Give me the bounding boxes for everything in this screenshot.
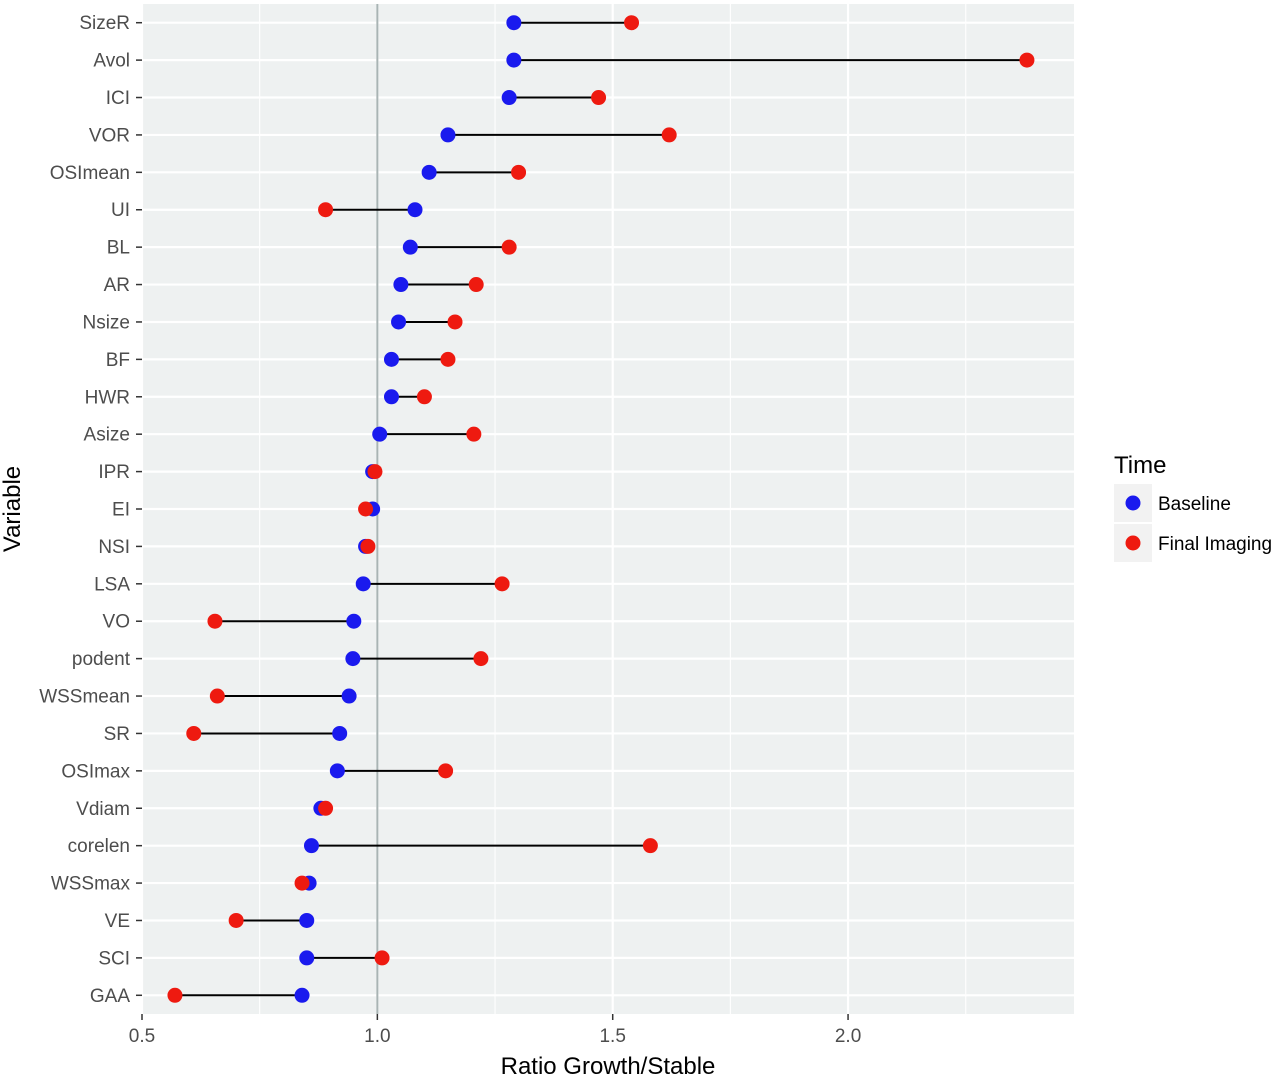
point-baseline-SCI [299,950,315,966]
legend-key-dot [1125,535,1141,551]
y-tick-label: SR [104,724,130,745]
point-final-SizeR [624,15,640,31]
x-axis-title: Ratio Growth/Stable [501,1053,716,1076]
point-final-HWR [416,389,432,405]
point-final-GAA [167,987,183,1003]
point-final-OSImean [511,164,527,180]
y-tick-label: podent [72,649,131,670]
y-tick-label: VE [105,911,130,932]
y-tick-label: Avol [93,51,130,72]
point-baseline-VOR [440,127,456,143]
x-tick-label: 0.5 [129,1026,155,1047]
point-final-VE [228,912,244,928]
y-tick-label: GAA [90,986,130,1007]
point-final-BF [440,351,456,367]
point-final-corelen [642,838,658,854]
point-final-UI [318,202,334,218]
point-baseline-Nsize [391,314,407,330]
point-final-Nsize [447,314,463,330]
y-tick-label: VO [103,612,130,633]
y-tick-label: WSSmax [51,874,131,895]
point-final-OSImax [438,763,454,779]
y-axis-title: Variable [0,466,26,552]
point-final-Avol [1019,52,1035,68]
point-final-WSSmean [209,688,225,704]
y-tick-label: VOR [89,125,130,146]
y-tick-label: corelen [68,836,130,857]
point-baseline-BL [402,239,418,255]
y-tick-label: OSImean [50,163,130,184]
point-final-SR [186,725,202,741]
x-axis: 0.5 1.0 1.5 2.0 [129,1014,861,1047]
point-baseline-Avol [506,52,522,68]
y-tick-label: EI [112,500,130,521]
point-baseline-SR [332,725,348,741]
y-axis: SizeR Avol ICI VOR OSImean UI BL AR Nsize BF HWR As… [39,13,142,1007]
x-tick-label: 1.0 [364,1026,390,1047]
point-final-podent [473,651,489,667]
x-tick-label: 1.5 [599,1026,625,1047]
point-baseline-OSImax [329,763,345,779]
y-tick-label: SizeR [79,13,130,34]
y-tick-label: BF [106,350,130,371]
y-tick-label: Nsize [82,312,130,333]
point-baseline-corelen [303,838,319,854]
point-baseline-BF [383,351,399,367]
y-tick-label: OSImax [61,761,130,782]
legend-label: Baseline [1158,494,1231,515]
y-tick-label: HWR [85,387,130,408]
point-baseline-LSA [355,576,371,592]
legend: Time Baseline Final Imaging [1114,452,1272,562]
point-final-Asize [466,426,482,442]
point-baseline-ICI [501,90,517,106]
point-final-VO [207,613,223,629]
y-tick-label: Asize [84,425,130,446]
point-final-EI [358,501,374,517]
point-baseline-UI [407,202,423,218]
point-final-AR [468,277,484,293]
point-baseline-Asize [372,426,388,442]
y-tick-label: LSA [94,574,130,595]
point-baseline-AR [393,277,409,293]
y-tick-label: BL [107,238,130,259]
point-final-SCI [374,950,390,966]
point-baseline-podent [345,651,361,667]
legend-title: Time [1114,452,1166,479]
point-final-VOR [661,127,677,143]
data-points [167,15,1035,1003]
y-tick-label: SCI [98,948,130,969]
point-baseline-OSImean [421,164,437,180]
y-tick-label: AR [104,275,130,296]
y-tick-label: Vdiam [76,799,130,820]
y-tick-label: IPR [98,462,130,483]
y-tick-label: ICI [106,88,130,109]
point-final-ICI [591,90,607,106]
legend-label: Final Imaging [1158,534,1272,555]
point-final-IPR [367,464,383,480]
point-baseline-HWR [383,389,399,405]
y-tick-label: UI [111,200,130,221]
point-baseline-VO [346,613,362,629]
point-final-BL [501,239,517,255]
point-final-LSA [494,576,510,592]
point-baseline-WSSmean [341,688,357,704]
point-baseline-VE [299,912,315,928]
legend-key-dot [1125,495,1141,511]
legend-entries: Baseline Final Imaging [1114,484,1272,562]
x-tick-label: 2.0 [835,1026,861,1047]
point-baseline-SizeR [506,15,522,31]
point-final-WSSmax [294,875,310,891]
point-baseline-GAA [294,987,310,1003]
point-final-Vdiam [318,800,334,816]
point-final-NSI [360,538,376,554]
y-tick-label: NSI [98,537,130,558]
y-tick-label: WSSmean [39,687,130,708]
segments [174,21,1027,997]
